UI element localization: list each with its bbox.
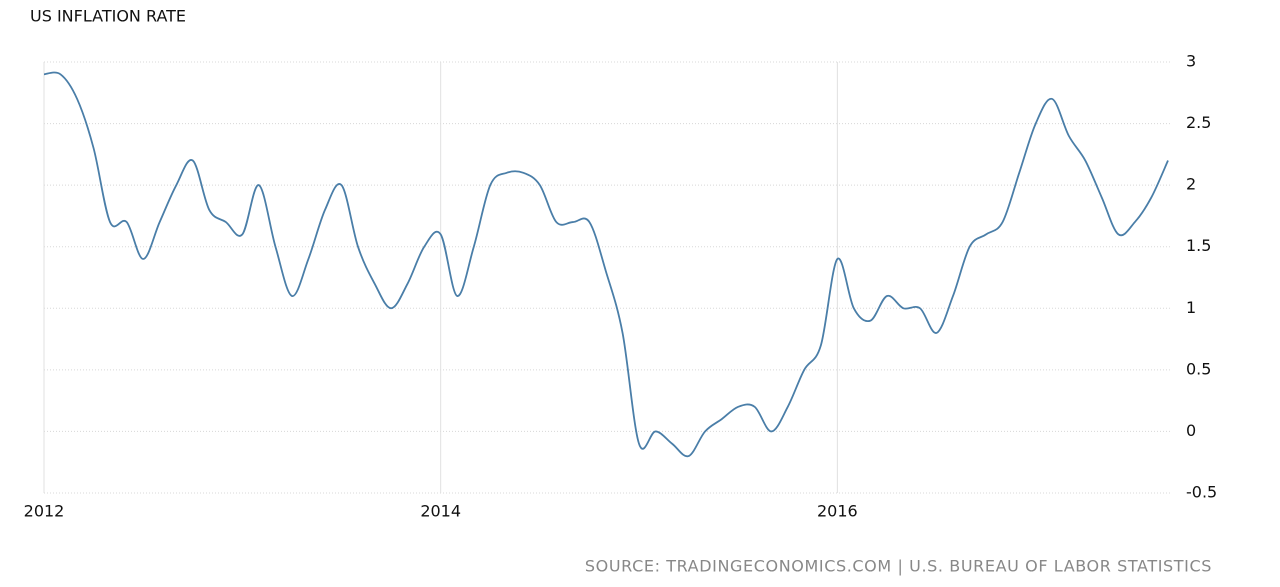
y-tick-label: 2.5 xyxy=(1186,113,1211,132)
source: SOURCE: TRADINGECONOMICS.COM | U.S. BURE… xyxy=(585,557,1212,576)
y-tick-label: -0.5 xyxy=(1186,483,1217,502)
y-tick-label: 1.5 xyxy=(1186,236,1211,255)
x-tick-label: 2012 xyxy=(24,502,65,521)
y-tick-label: 0.5 xyxy=(1186,359,1211,378)
y-tick-label: 0 xyxy=(1186,421,1196,440)
y-tick-label: 1 xyxy=(1186,298,1196,317)
chart-title: US INFLATION RATE xyxy=(30,7,186,26)
y-tick-label: 2 xyxy=(1186,175,1196,194)
y-tick-label: 3 xyxy=(1186,52,1196,71)
line xyxy=(43,71,1169,458)
x-tick-label: 2014 xyxy=(420,502,461,521)
x-tick-label: 2016 xyxy=(817,502,858,521)
